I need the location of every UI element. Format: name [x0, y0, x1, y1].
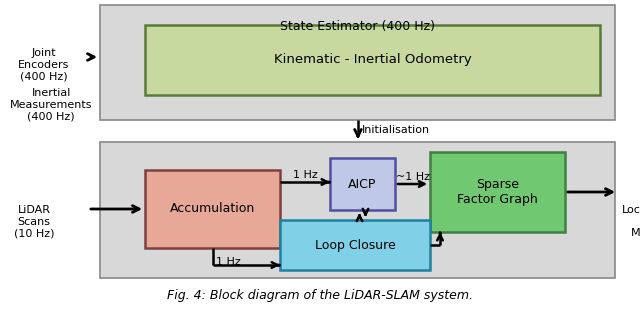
Text: Accumulation: Accumulation [170, 202, 255, 216]
Bar [145, 170, 280, 248]
Text: ~1 Hz: ~1 Hz [396, 172, 429, 182]
Text: Inertial
Measurements
(400 Hz): Inertial Measurements (400 Hz) [10, 88, 93, 121]
Text: State Estimator (400 Hz): State Estimator (400 Hz) [280, 20, 435, 33]
Bar [330, 158, 395, 210]
Bar [100, 5, 615, 120]
Text: LiDAR
Scans
(10 Hz): LiDAR Scans (10 Hz) [14, 205, 54, 238]
Bar [430, 152, 565, 232]
Text: Loop Closure: Loop Closure [315, 238, 396, 251]
Text: AICP: AICP [348, 178, 377, 191]
Text: 1 Hz: 1 Hz [216, 257, 240, 267]
Bar [280, 220, 430, 270]
Text: 1 Hz: 1 Hz [292, 170, 317, 180]
Text: Joint
Encoders
(400 Hz): Joint Encoders (400 Hz) [18, 48, 69, 81]
Bar [145, 25, 600, 95]
Text: Localisation
and
Mapping: Localisation and Mapping [622, 205, 640, 238]
Text: Sparse
Factor Graph: Sparse Factor Graph [457, 178, 538, 206]
Text: Initialisation: Initialisation [362, 125, 430, 135]
Text: Fig. 4: Block diagram of the LiDAR-SLAM system.: Fig. 4: Block diagram of the LiDAR-SLAM … [167, 289, 473, 301]
Bar [100, 142, 615, 278]
Text: Kinematic - Inertial Odometry: Kinematic - Inertial Odometry [274, 53, 472, 66]
